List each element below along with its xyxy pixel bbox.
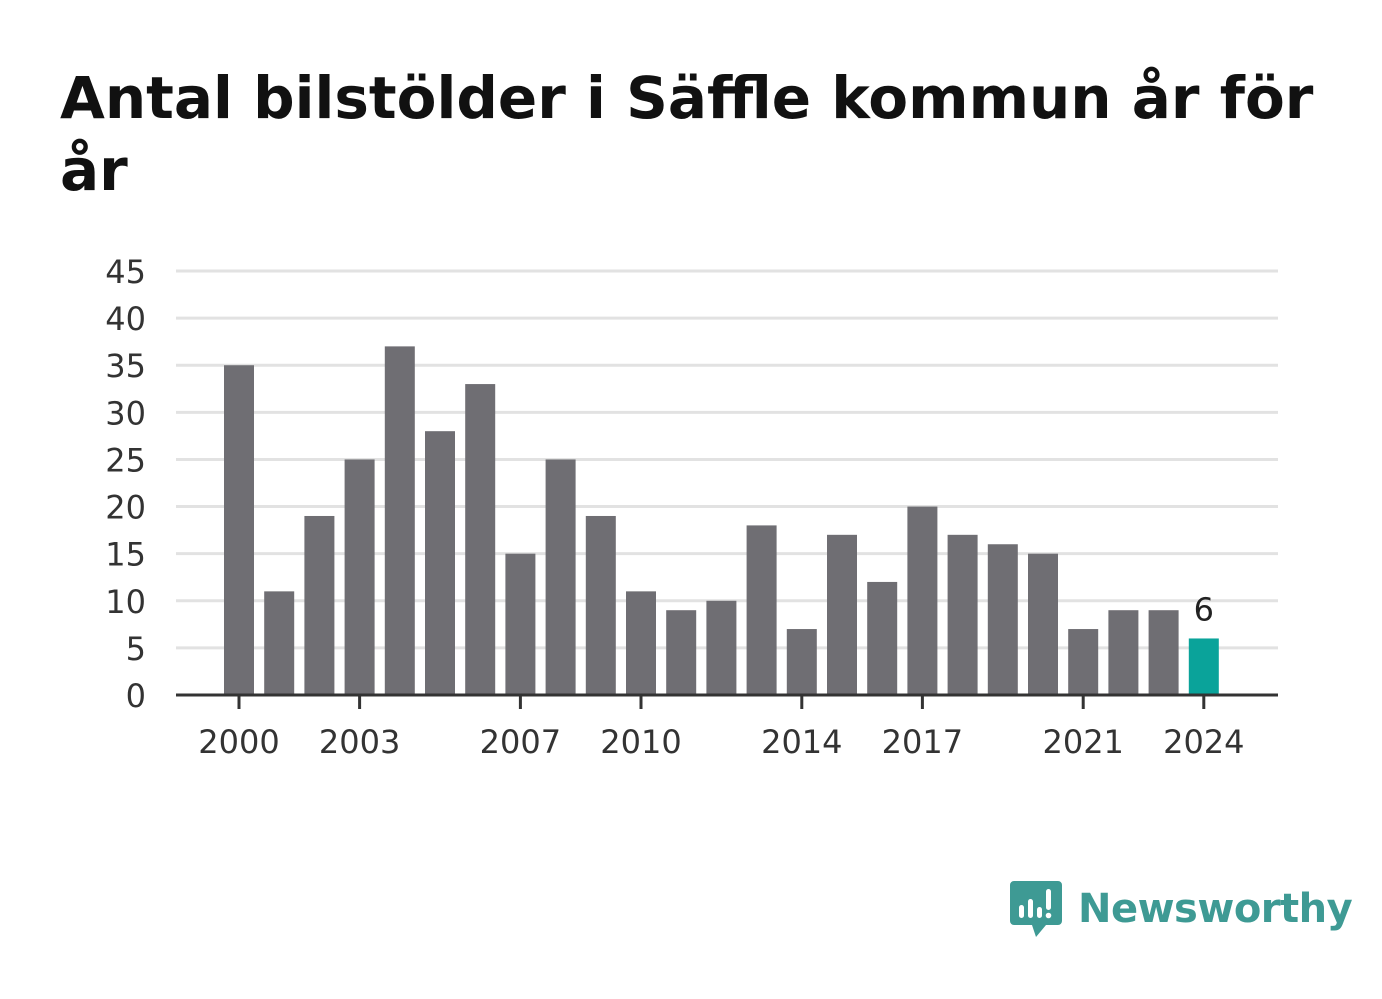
bar — [304, 515, 335, 695]
bar — [987, 544, 1018, 695]
y-tick-label: 40 — [105, 300, 146, 338]
bar — [786, 629, 817, 695]
y-tick-label: 45 — [105, 253, 146, 291]
bar — [224, 365, 254, 695]
chart-title: Antal bilstölder i Säffle kommun år för … — [60, 64, 1314, 204]
bar — [505, 553, 536, 695]
y-tick-label: 20 — [105, 489, 146, 527]
bar — [947, 534, 978, 695]
bar — [545, 459, 576, 695]
bar — [1108, 610, 1139, 695]
bar — [344, 459, 375, 695]
x-tick-label: 2000 — [198, 723, 279, 761]
bar-highlighted — [1188, 638, 1219, 695]
y-axis-ticks: 0 5 10 15 20 25 30 35 40 45 — [105, 253, 146, 715]
x-tick-label: 2017 — [882, 723, 963, 761]
y-tick-label: 10 — [105, 583, 146, 621]
bar — [706, 600, 737, 695]
y-tick-label: 5 — [126, 630, 146, 668]
x-tick-label: 2010 — [600, 723, 681, 761]
data-label-highlighted: 6 — [1194, 590, 1214, 628]
bar — [666, 610, 697, 695]
y-tick-label: 0 — [126, 677, 146, 715]
bar — [384, 346, 415, 695]
x-axis-ticks: 2000 2003 2007 2010 2014 2017 2021 2024 — [198, 695, 1245, 761]
newsworthy-logo: Newsworthy — [1010, 878, 1353, 940]
x-tick-label: 2007 — [480, 723, 561, 761]
x-tick-label: 2014 — [761, 723, 842, 761]
x-tick-label: 2021 — [1042, 723, 1123, 761]
bar — [626, 591, 656, 695]
data-labels: 6 — [1194, 590, 1214, 628]
bars — [224, 346, 1219, 695]
bar — [867, 581, 898, 695]
grid-lines — [176, 269, 1278, 650]
y-tick-label: 30 — [105, 394, 146, 432]
y-tick-label: 15 — [105, 536, 146, 574]
bar-chart-speech-bubble-icon — [1010, 881, 1062, 937]
x-tick-label: 2024 — [1163, 723, 1244, 761]
brand-name: Newsworthy — [1078, 886, 1353, 932]
bar — [1028, 553, 1058, 695]
bar — [425, 431, 455, 695]
bar — [585, 515, 616, 695]
bar — [907, 506, 938, 695]
bar — [1068, 629, 1099, 695]
bar — [465, 384, 496, 695]
y-tick-label: 35 — [105, 347, 146, 385]
bar — [827, 534, 857, 695]
bar — [1148, 610, 1179, 695]
bar — [746, 525, 777, 695]
x-tick-label: 2003 — [319, 723, 400, 761]
y-tick-label: 25 — [105, 441, 146, 479]
bar — [264, 591, 295, 695]
